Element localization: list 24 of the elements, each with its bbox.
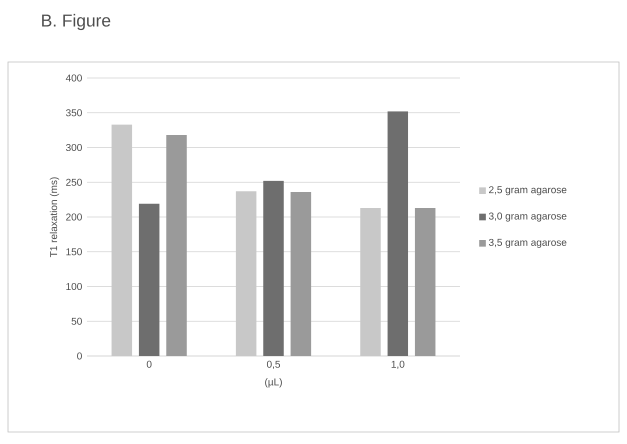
y-tick-label: 150 [66,248,82,256]
chart-title: B. Figure [42,14,110,30]
x-tick-label: 0 [146,360,152,368]
bar [263,180,284,356]
x-axis-title: (µL) [265,378,282,388]
y-tick-label: 0 [77,352,82,360]
bar [414,208,436,356]
legend-label: 3,0 gram agarose [488,212,566,222]
bar [388,111,408,356]
y-axis-title: T1 relaxation (ms) [50,177,60,258]
bar [290,192,312,356]
bar [166,134,187,356]
y-tick-label: 400 [66,74,82,82]
legend-label: 2,5 gram agarose [489,186,566,196]
x-tick-label: 1,0 [392,360,404,369]
x-tick-label: 0,5 [266,360,280,369]
y-tick-label: 200 [66,213,82,221]
y-tick-label: 350 [66,109,82,116]
y-tick-label: 250 [66,178,82,186]
y-tick-label: 300 [66,144,82,152]
legend-label: 3,5 gram agarose [488,238,566,248]
y-tick-label: 50 [72,318,82,325]
y-tick-label: 100 [66,282,82,290]
bar [138,204,160,356]
